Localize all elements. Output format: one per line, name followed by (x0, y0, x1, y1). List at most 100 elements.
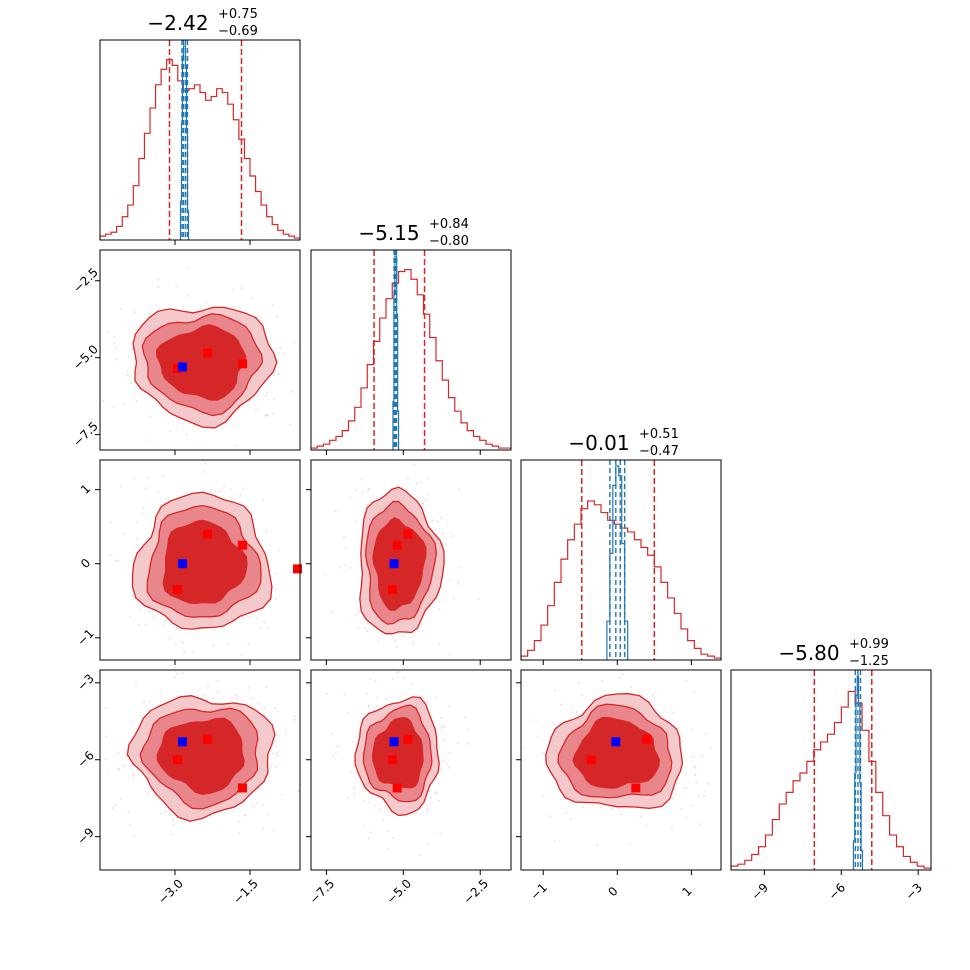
sample-dot (136, 521, 139, 524)
sample-dot (182, 423, 185, 425)
sample-dot (132, 775, 135, 777)
sample-dot (237, 695, 239, 698)
sample-dot (442, 532, 444, 534)
sample-dot (397, 671, 400, 673)
sample-dot (537, 735, 540, 738)
sample-dot (376, 697, 379, 699)
sample-dot (516, 743, 518, 745)
sample-dot (570, 711, 573, 714)
sample-dot (391, 677, 394, 680)
sample-dot (301, 591, 303, 593)
sample-dot (522, 747, 524, 749)
sample-dot (262, 827, 264, 830)
pair-inner-3_1 (326, 652, 470, 857)
contour-inner (156, 324, 247, 401)
sample-dot (281, 794, 284, 796)
sample-dot (427, 477, 430, 480)
diag-frame (99, 39, 301, 241)
sample-dot (464, 716, 466, 719)
diag-inner-0 (100, 40, 300, 240)
alt-histogram (392, 255, 400, 450)
sample-dot (331, 611, 334, 613)
sample-dot (425, 499, 427, 502)
sample-dot (370, 831, 372, 834)
pair-frame (99, 249, 301, 451)
sample-dot (387, 830, 390, 832)
pair-inner-2_0 (108, 422, 303, 660)
sample-dot (240, 287, 243, 289)
sample-dot (117, 560, 119, 562)
sample-dot (147, 610, 150, 613)
sample-dot (552, 723, 555, 725)
sample-dot (265, 686, 268, 689)
sample-dot (618, 676, 621, 679)
mode-marker (238, 540, 247, 550)
sample-dot (443, 738, 445, 741)
sample-dot (112, 342, 115, 345)
sample-dot (541, 751, 544, 754)
sample-dot (366, 504, 369, 507)
sample-dot (205, 301, 208, 303)
sample-dot (147, 793, 150, 795)
sample-dot (429, 796, 432, 799)
sample-dot (188, 267, 191, 270)
sample-dot (105, 706, 107, 709)
sample-dot (256, 617, 259, 620)
sample-dot (159, 422, 161, 424)
sample-dot (344, 547, 347, 549)
panel-title-minus: −1.25 (849, 654, 889, 669)
sample-dot (698, 795, 700, 798)
sample-dot (216, 690, 219, 693)
sample-dot (169, 637, 172, 639)
sample-dot (442, 759, 445, 762)
sample-dot (692, 755, 695, 758)
sample-dot (108, 769, 110, 772)
sample-dot (355, 613, 357, 616)
sample-dot (505, 713, 507, 715)
sample-dot (368, 706, 370, 709)
panel-title-median: −0.01 (568, 431, 629, 455)
sample-dot (683, 786, 685, 789)
sample-dot (395, 646, 398, 648)
sample-dot (135, 400, 138, 403)
sample-dot (366, 652, 368, 654)
sample-dot (108, 457, 110, 459)
sample-dot (112, 406, 115, 408)
sample-dot (272, 412, 274, 415)
sample-dot (330, 732, 333, 735)
sample-dot (710, 747, 712, 749)
sample-dot (596, 844, 598, 847)
sample-dot (577, 681, 580, 684)
sample-dot (227, 644, 230, 646)
pair-frame (310, 669, 512, 871)
sample-dot (377, 640, 380, 643)
mode-marker (403, 529, 413, 539)
sample-dot (448, 766, 450, 769)
sample-dot (141, 513, 143, 515)
sample-dot (256, 802, 259, 804)
sample-dot (171, 819, 174, 822)
sample-dot (109, 554, 112, 556)
posterior-histogram (731, 690, 931, 870)
sample-dot (176, 672, 178, 675)
sample-dot (294, 719, 297, 721)
sample-dot (202, 471, 205, 473)
sample-dot (335, 751, 337, 753)
sample-dot (477, 598, 480, 600)
sample-dot (347, 711, 349, 714)
sample-dot (367, 704, 370, 707)
sample-dot (119, 797, 122, 800)
sample-dot (133, 476, 135, 479)
sample-dot (250, 697, 253, 700)
sample-dot (276, 751, 278, 754)
sample-dot (535, 719, 537, 722)
sample-dot (160, 812, 163, 815)
panel-title-plus: +0.51 (639, 427, 679, 442)
sample-dot (449, 579, 452, 581)
sample-dot (171, 833, 174, 836)
sample-dot (107, 331, 110, 333)
sample-dot (267, 813, 270, 816)
sample-dot (353, 793, 355, 796)
sample-dot (172, 823, 175, 826)
